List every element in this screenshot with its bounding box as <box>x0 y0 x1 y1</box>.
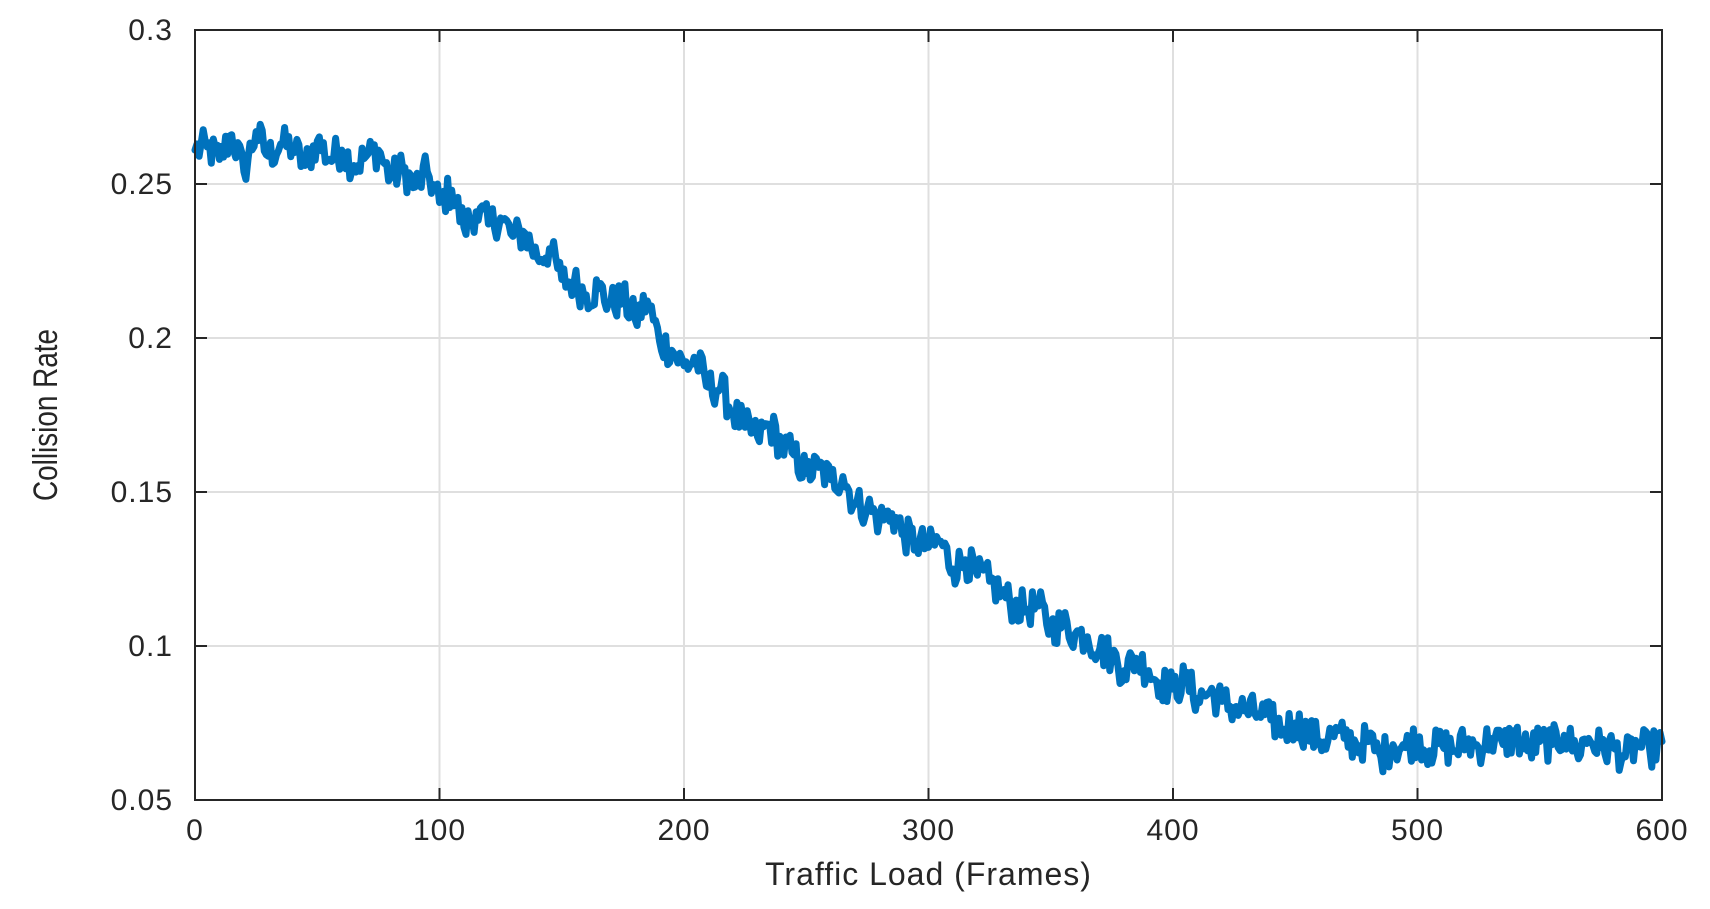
series-line <box>191 120 1666 776</box>
series-layer <box>191 120 1666 776</box>
y-tick-label: 0.25 <box>111 168 173 201</box>
y-tick-label: 0.3 <box>128 14 173 47</box>
x-tick-label: 200 <box>657 814 710 847</box>
y-tick-label: 0.05 <box>111 784 173 817</box>
y-tick-labels: 0.05 0.1 0.15 0.2 0.25 0.3 <box>111 14 173 817</box>
x-axis-title: Traffic Load (Frames) <box>765 856 1092 892</box>
x-tick-label: 600 <box>1635 814 1688 847</box>
x-tick-label: 100 <box>413 814 466 847</box>
x-tick-label: 0 <box>186 814 204 847</box>
y-tick-label: 0.2 <box>128 322 173 355</box>
tick-marks <box>194 29 1663 801</box>
x-tick-label: 500 <box>1391 814 1444 847</box>
y-axis-title: Collision Rate <box>26 329 64 501</box>
y-tick-label: 0.15 <box>111 476 173 509</box>
x-tick-labels: 0 100 200 300 400 500 600 <box>186 814 1688 847</box>
x-tick-label: 300 <box>902 814 955 847</box>
y-tick-label: 0.1 <box>128 630 173 663</box>
x-tick-label: 400 <box>1146 814 1199 847</box>
